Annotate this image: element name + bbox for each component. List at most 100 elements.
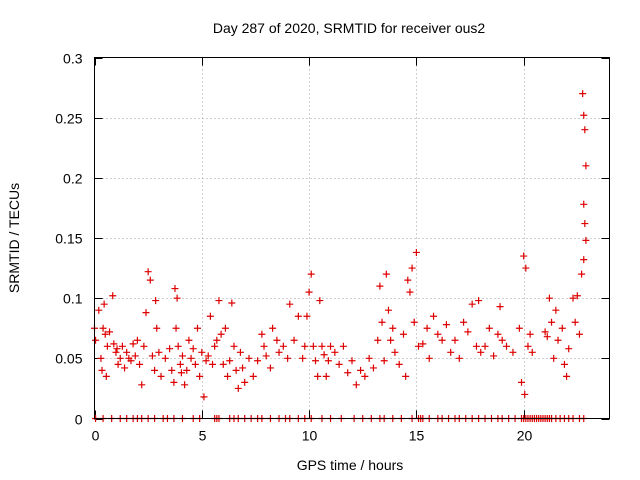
data-point — [571, 318, 579, 326]
data-point — [209, 360, 217, 368]
x-tick-label: 20 — [517, 428, 533, 444]
data-point — [526, 330, 534, 338]
data-point — [365, 354, 373, 362]
data-point — [472, 342, 480, 350]
data-point — [194, 324, 201, 332]
data-point — [114, 360, 122, 368]
data-point — [266, 364, 274, 372]
data-point — [112, 348, 120, 356]
data-point — [307, 270, 315, 278]
data-point — [580, 111, 588, 119]
data-point — [520, 252, 528, 260]
data-point — [118, 342, 126, 350]
data-point — [152, 297, 160, 305]
y-tick-label: 0.25 — [55, 111, 82, 127]
data-point — [490, 352, 498, 360]
data-point — [161, 354, 169, 362]
data-point — [442, 321, 450, 329]
data-point — [331, 348, 339, 356]
axes: 0 0.05 0.1 0.15 0.2 0.25 0.3 0 5 10 15 20 — [55, 51, 610, 444]
data-point — [211, 342, 219, 350]
data-point — [171, 285, 179, 293]
data-point — [140, 342, 148, 350]
data-point — [123, 348, 131, 356]
data-point — [509, 348, 517, 356]
data-point — [384, 306, 392, 314]
data-point — [485, 324, 493, 332]
data-point — [102, 372, 110, 380]
data-point — [258, 330, 266, 338]
data-point — [279, 342, 287, 350]
data-point — [415, 342, 423, 350]
data-point — [213, 336, 221, 344]
data-point — [177, 369, 185, 377]
data-point — [376, 282, 384, 290]
data-point — [144, 268, 152, 276]
data-point — [110, 340, 118, 348]
data-point — [200, 393, 208, 401]
data-point — [554, 336, 562, 344]
data-point — [204, 352, 212, 360]
data-point — [404, 276, 412, 284]
data-point — [269, 324, 277, 332]
data-point — [369, 364, 377, 372]
data-point — [419, 340, 427, 348]
data-point — [560, 360, 568, 368]
data-point — [232, 366, 240, 374]
y-tick-label: 0 — [75, 412, 83, 428]
data-point — [217, 330, 225, 338]
data-point — [166, 345, 174, 353]
data-point — [425, 354, 433, 362]
data-point — [580, 256, 588, 264]
data-point — [558, 324, 566, 332]
data-point — [320, 351, 328, 359]
data-point — [541, 328, 549, 336]
data-point — [127, 357, 135, 365]
data-point — [408, 264, 416, 272]
data-point — [245, 354, 253, 362]
x-tick-label: 15 — [409, 428, 425, 444]
chart-title: Day 287 of 2020, SRMTID for receiver ous… — [213, 20, 486, 36]
data-point — [528, 348, 536, 356]
data-point — [103, 342, 111, 350]
data-point — [316, 297, 324, 305]
data-point — [142, 309, 150, 317]
data-point — [312, 357, 320, 365]
data-point — [129, 340, 137, 348]
data-point — [303, 312, 311, 320]
data-point — [170, 378, 178, 386]
x-tick-label: 0 — [92, 428, 100, 444]
data-point — [215, 297, 223, 305]
data-point — [318, 342, 326, 350]
data-point — [348, 357, 356, 365]
data-points — [91, 90, 590, 422]
data-point — [157, 372, 165, 380]
data-point — [262, 352, 270, 360]
data-point — [236, 348, 244, 356]
data-point — [503, 342, 510, 350]
data-point — [423, 324, 431, 332]
data-point — [455, 354, 463, 362]
data-point — [148, 352, 156, 360]
data-point — [284, 354, 292, 362]
data-point — [221, 324, 229, 332]
data-point — [100, 300, 108, 308]
data-point — [106, 328, 114, 336]
plot-frame — [94, 57, 610, 419]
data-point — [294, 312, 302, 320]
data-point — [275, 348, 283, 356]
data-point — [183, 366, 191, 374]
data-point — [226, 357, 234, 365]
data-point — [133, 336, 141, 344]
data-point — [99, 324, 107, 332]
data-point — [481, 342, 489, 350]
data-point — [575, 330, 583, 338]
data-point — [138, 381, 146, 389]
data-point — [402, 372, 410, 380]
data-point — [521, 390, 529, 398]
data-point — [98, 366, 106, 374]
data-point — [230, 342, 238, 350]
data-point — [382, 270, 390, 278]
data-point — [361, 372, 369, 380]
data-point — [494, 330, 502, 338]
